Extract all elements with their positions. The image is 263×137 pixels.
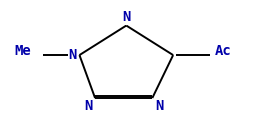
Text: N: N xyxy=(68,48,77,62)
Text: Me: Me xyxy=(14,44,31,58)
Text: N: N xyxy=(84,99,93,113)
Text: N: N xyxy=(155,99,163,113)
Text: N: N xyxy=(122,10,130,24)
Text: Ac: Ac xyxy=(215,44,231,58)
